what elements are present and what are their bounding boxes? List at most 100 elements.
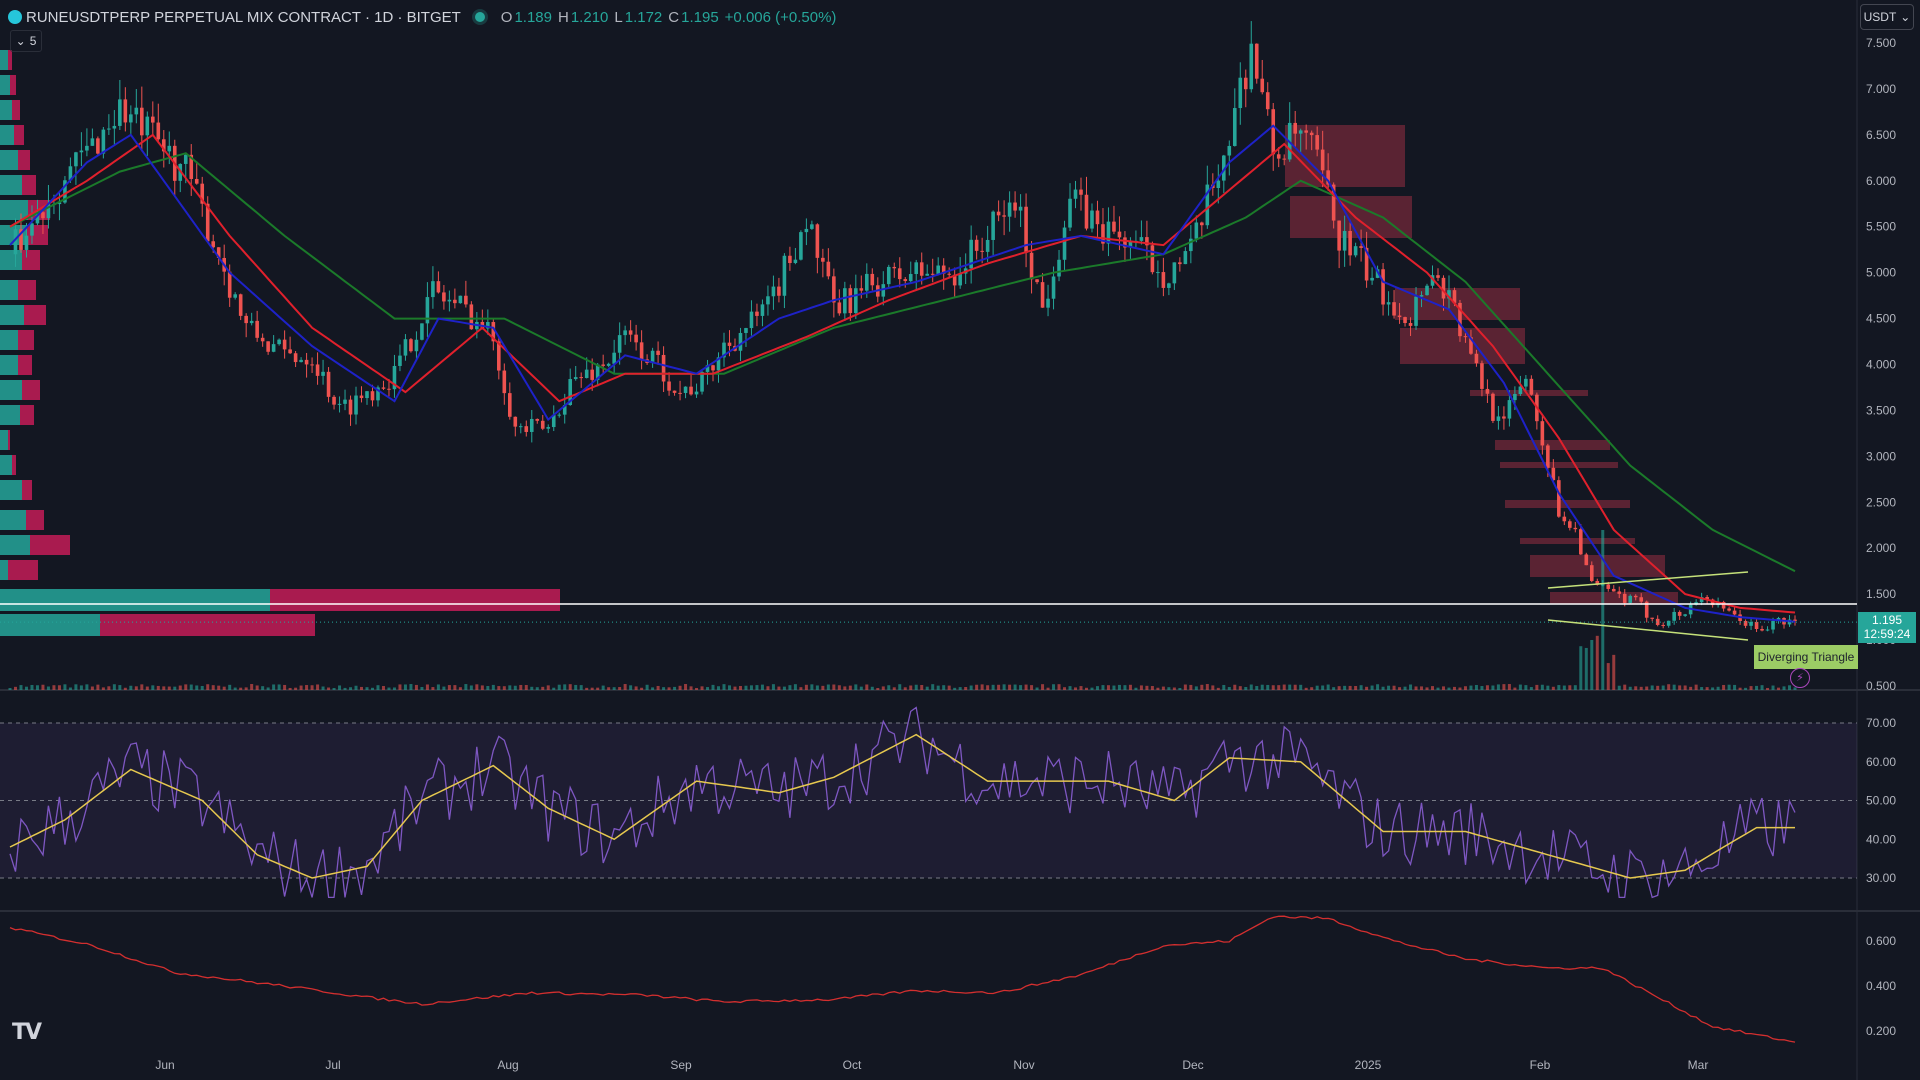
volume-bar xyxy=(1348,685,1352,690)
lightning-icon[interactable]: ⚡ xyxy=(1790,668,1810,688)
candle-body xyxy=(1496,416,1501,421)
volume-bar xyxy=(24,686,28,690)
price-tick-label: 3.000 xyxy=(1866,449,1896,463)
candle-body xyxy=(1216,180,1221,189)
volume-bar xyxy=(316,684,320,690)
volume-bar xyxy=(1321,685,1325,690)
volume-profile-bar-up xyxy=(0,560,8,580)
candle-body xyxy=(1622,593,1627,603)
volume-bar xyxy=(1282,684,1286,690)
open-value: 1.189 xyxy=(514,8,552,26)
candle-body xyxy=(447,299,452,302)
symbol-title[interactable]: RUNEUSDTPERP PERPETUAL MIX CONTRACT · 1D… xyxy=(26,8,461,26)
close-label: C xyxy=(668,8,680,26)
supply-zone xyxy=(1395,288,1520,320)
volume-bar xyxy=(1293,684,1297,690)
candle-body xyxy=(1326,170,1330,185)
volume-bar xyxy=(145,686,149,690)
volume-bar xyxy=(327,687,331,690)
volume-bar xyxy=(1398,687,1402,690)
candle-body xyxy=(255,320,259,338)
volume-bar xyxy=(733,686,737,690)
volume-bar xyxy=(1409,684,1413,690)
volume-profile-bar-up xyxy=(0,589,270,611)
volume-bar xyxy=(41,684,45,690)
candle-body xyxy=(903,279,908,282)
volume-bar xyxy=(354,685,358,690)
candle-body xyxy=(161,139,166,152)
candle-body xyxy=(930,273,935,275)
currency-selector[interactable]: USDT ⌄ xyxy=(1860,4,1914,30)
volume-bar xyxy=(1222,684,1226,690)
candle-body xyxy=(123,99,128,123)
time-tick-label: Aug xyxy=(497,1058,518,1072)
time-tick-label: Jun xyxy=(155,1058,174,1072)
candle-body xyxy=(892,266,897,269)
indicator-collapse-button[interactable]: ⌄ 5 xyxy=(10,30,42,52)
volume-bar xyxy=(392,687,396,690)
volume-bar xyxy=(431,687,435,690)
candle-body xyxy=(766,296,770,305)
candle-body xyxy=(832,276,836,303)
candle-body xyxy=(1353,246,1358,256)
volume-bar xyxy=(1518,684,1522,690)
candle-body xyxy=(1595,580,1600,585)
volume-bar xyxy=(1304,687,1308,690)
rsi-tick-label: 30.00 xyxy=(1866,871,1896,885)
price-tick-label: 5.500 xyxy=(1866,220,1896,234)
volume-bar xyxy=(96,684,100,690)
volume-bar xyxy=(530,686,534,690)
candle-body xyxy=(1760,628,1764,631)
volume-bar xyxy=(1063,687,1067,690)
volume-bar xyxy=(1315,685,1319,690)
candle-body xyxy=(1732,610,1737,615)
candle-body xyxy=(678,392,682,394)
volume-bar xyxy=(695,687,699,690)
volume-bar xyxy=(228,684,232,690)
candle-body xyxy=(458,295,463,304)
volume-profile-bar-down xyxy=(14,125,24,145)
candle-body xyxy=(1145,237,1149,246)
candle-body xyxy=(1485,388,1490,394)
pattern-label[interactable]: Diverging Triangle xyxy=(1754,645,1858,669)
volume-bar xyxy=(156,685,160,690)
volume-bar xyxy=(969,685,973,690)
volume-bar xyxy=(1634,686,1638,690)
volume-bar xyxy=(1766,687,1770,690)
candle-body xyxy=(194,178,199,184)
candle-body xyxy=(1573,527,1578,530)
candle-body xyxy=(925,273,930,276)
volume-bar xyxy=(1733,684,1737,690)
symbol-header[interactable]: RUNEUSDTPERP PERPETUAL MIX CONTRACT · 1D… xyxy=(8,6,836,28)
candle-body xyxy=(1254,43,1259,79)
candle-body xyxy=(365,391,369,399)
volume-bar xyxy=(535,687,539,690)
candle-body xyxy=(266,341,270,352)
candle-body xyxy=(249,320,254,324)
rsi-pane xyxy=(0,706,1857,899)
candle-body xyxy=(277,339,281,345)
candle-body xyxy=(1200,222,1204,226)
volume-bar xyxy=(1469,685,1473,690)
candle-body xyxy=(1029,252,1034,280)
volume-profile-bar-down xyxy=(26,225,48,245)
volume-bar xyxy=(1420,686,1424,690)
candle-body xyxy=(1408,323,1413,326)
candle-body xyxy=(1040,282,1045,308)
candle-body xyxy=(96,138,100,154)
supply-zone xyxy=(1495,440,1610,450)
volume-bar xyxy=(398,684,402,690)
volume-bar xyxy=(925,686,929,690)
candle-body xyxy=(1293,122,1297,134)
volume-bar xyxy=(909,685,913,690)
candle-body xyxy=(859,288,864,291)
volume-bar xyxy=(843,686,847,690)
volume-bar xyxy=(1106,685,1110,690)
candle-body xyxy=(151,116,155,123)
volume-bar xyxy=(920,684,924,690)
candle-body xyxy=(1057,259,1061,277)
tradingview-logo-icon[interactable]: TV xyxy=(12,1020,42,1045)
volume-bar xyxy=(727,685,731,690)
volume-profile-bar-up xyxy=(0,405,20,425)
